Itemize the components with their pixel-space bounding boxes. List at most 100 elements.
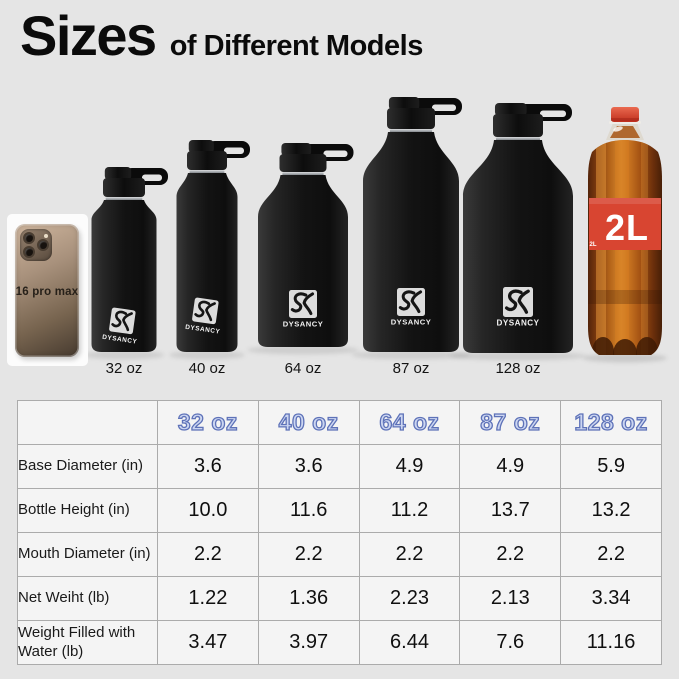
table-cell: 3.47: [157, 620, 259, 665]
brand-logo: DYSANCY: [185, 297, 221, 336]
column-header: 64 oz: [358, 400, 461, 445]
cap-spout: [188, 140, 214, 153]
bottle-illustration-128-oz: DYSANCY: [449, 103, 587, 361]
steel-ring: [495, 137, 541, 141]
table-cell: 3.34: [560, 576, 662, 621]
phone-camera-module: [20, 229, 52, 261]
table-cell: 7.6: [459, 620, 562, 665]
steel-ring: [389, 129, 433, 133]
phone-illustration: 16 pro max: [15, 224, 79, 357]
brand-text: DYSANCY: [102, 334, 138, 346]
bottle-size-caption: 32 oz: [105, 360, 143, 377]
table-cell: 2.2: [560, 532, 662, 577]
table-cell: 11.2: [358, 488, 461, 533]
table-cell: 11.16: [560, 620, 662, 665]
cola-volume-label: 2L: [605, 207, 649, 248]
cola-cap: [611, 107, 639, 122]
bottle-illustration-40-oz: DYSANCY: [169, 140, 250, 360]
bottle-body: [258, 175, 348, 347]
bottle-illustration-32-oz: DYSANCY: [83, 167, 168, 360]
row-label: Base Diameter (in): [17, 444, 158, 489]
row-label: Net Weiht (lb): [17, 576, 158, 621]
title-main: Sizes: [20, 4, 157, 67]
table-cell: 2.23: [358, 576, 461, 621]
bottle-body: [91, 200, 157, 352]
row-label: Bottle Height (in): [17, 488, 158, 533]
brand-text: DYSANCY: [391, 318, 432, 327]
brand-text: DYSANCY: [185, 324, 221, 336]
cap-base: [387, 108, 435, 129]
cap-handle: [124, 168, 168, 185]
table-cell: 5.9: [560, 444, 662, 489]
steel-ring: [189, 170, 225, 174]
cola-body: [588, 140, 662, 355]
cap-spout: [494, 103, 527, 116]
table-cell: 2.2: [257, 532, 360, 577]
table-row: Base Diameter (in) 3.6 3.6 4.9 4.9 5.9: [17, 444, 662, 489]
page-title: Sizes of Different Models: [20, 8, 423, 64]
table-cell: 2.2: [157, 532, 259, 577]
bottle-illustration-87-oz: DYSANCY: [351, 97, 471, 360]
bottle-body: [463, 140, 573, 353]
table-cell: 3.6: [157, 444, 259, 489]
cap-base: [103, 178, 145, 197]
bottle-size-caption: 128 oz: [495, 360, 541, 377]
table-corner-cell: [17, 400, 158, 445]
table-cell: 13.2: [560, 488, 662, 533]
size-comparison-table: 32 oz 40 oz 64 oz 87 oz 128 oz Base Diameter…: [17, 400, 662, 665]
cap-spout: [104, 167, 132, 180]
steel-ring: [105, 197, 143, 201]
column-header: 87 oz: [459, 400, 562, 445]
cap-base: [187, 151, 227, 170]
table-cell: 3.97: [257, 620, 360, 665]
table-cell: 13.7: [459, 488, 562, 533]
cap-handle: [518, 104, 572, 121]
table-cell: 10.0: [157, 488, 259, 533]
table-cell: 3.6: [257, 444, 360, 489]
cola-bottle-illustration: 2L 2L: [583, 107, 667, 363]
row-label: Mouth Diameter (in): [17, 532, 158, 577]
bottle-size-caption: 40 oz: [188, 360, 226, 377]
cola-volume-label-small: 2L: [589, 242, 596, 248]
table-cell: 11.6: [257, 488, 360, 533]
cap-handle: [303, 144, 354, 161]
cola-label-band: [589, 198, 661, 250]
column-header: 32 oz: [157, 400, 259, 445]
cap-handle: [411, 98, 462, 115]
steel-ring: [282, 172, 324, 176]
table-cell: 4.9: [358, 444, 461, 489]
bottle-body: [363, 132, 459, 352]
camera-lens-icon: [37, 239, 49, 251]
row-label: Weight Filled with Water (lb): [17, 620, 158, 665]
brand-text: DYSANCY: [496, 319, 539, 328]
table-cell: 2.13: [459, 576, 562, 621]
column-header: 128 oz: [560, 400, 662, 445]
table-row: Weight Filled with Water (lb) 3.47 3.97 6.4…: [17, 620, 662, 665]
table-row: Net Weiht (lb) 1.22 1.36 2.23 2.13 3.34: [17, 576, 662, 621]
bottle-size-caption: 64 oz: [284, 360, 322, 377]
table-cell: 6.44: [358, 620, 461, 665]
phone-model-label: 16 pro max: [15, 286, 79, 298]
cap-spout: [281, 143, 312, 156]
cola-neck: [606, 123, 644, 140]
table-row: Mouth Diameter (in) 2.2 2.2 2.2 2.2 2.2: [17, 532, 662, 577]
cap-base: [279, 154, 327, 172]
bottle-body: [176, 173, 238, 352]
cap-handle: [207, 141, 250, 158]
table-row: Bottle Height (in) 10.0 11.6 11.2 13.7 13.2: [17, 488, 662, 533]
table-cell: 1.36: [257, 576, 360, 621]
cap-base: [493, 114, 543, 137]
brand-logo: DYSANCY: [391, 288, 432, 327]
brand-logo: DYSANCY: [102, 307, 138, 346]
table-cell: 2.2: [358, 532, 461, 577]
cap-spout: [388, 97, 420, 110]
title-subtitle: of Different Models: [169, 30, 424, 62]
bottle-size-caption: 87 oz: [392, 360, 430, 377]
camera-lens-icon: [23, 246, 35, 258]
camera-lens-icon: [23, 232, 35, 244]
brand-logo: DYSANCY: [283, 290, 323, 329]
column-header: 40 oz: [257, 400, 360, 445]
table-cell: 4.9: [459, 444, 562, 489]
bottle-illustration-64-oz: DYSANCY: [247, 143, 359, 355]
